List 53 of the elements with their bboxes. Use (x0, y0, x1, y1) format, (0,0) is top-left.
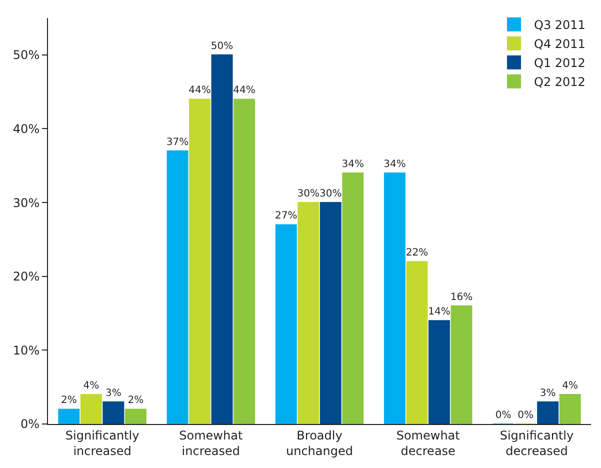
y-tick-label: 10% (12, 343, 40, 358)
bar (537, 401, 559, 424)
bar (342, 172, 364, 424)
legend-label: Q4 2011 (534, 37, 586, 52)
data-label: 4% (562, 380, 578, 392)
data-label: 3% (540, 388, 556, 399)
data-label: 34% (342, 159, 364, 170)
legend-label: Q3 2011 (534, 18, 586, 32)
legend-label: Q2 2012 (534, 75, 586, 90)
data-label: 34% (384, 159, 406, 170)
data-label: 30% (320, 188, 342, 200)
bar (102, 401, 124, 424)
bar (428, 320, 450, 424)
bar (58, 408, 80, 424)
data-label: 2% (60, 395, 77, 406)
y-tick-label: 30% (12, 196, 40, 210)
data-label: 4% (83, 380, 100, 392)
bar (384, 172, 406, 424)
x-tick-label: Significantly decreased (500, 428, 574, 458)
bar (189, 98, 211, 424)
data-label: 14% (428, 306, 450, 318)
data-label: 3% (105, 388, 122, 399)
bar (80, 394, 102, 424)
bar (234, 98, 256, 424)
bar (166, 150, 188, 424)
data-label: 0% (518, 410, 534, 421)
bar (320, 202, 342, 424)
bar (450, 305, 472, 424)
y-tick-label: 40% (12, 122, 40, 136)
legend-label: Q1 2012 (534, 56, 586, 70)
y-tick-label: 20% (12, 270, 40, 284)
x-tick-label: Broadly unchanged (286, 428, 353, 458)
bar (211, 54, 233, 424)
data-label: 27% (274, 210, 298, 222)
bar (124, 408, 146, 424)
data-label: 44% (233, 85, 256, 96)
data-label: 0% (495, 410, 512, 421)
bar (275, 224, 297, 424)
data-label: 50% (210, 40, 234, 52)
data-label: 37% (166, 136, 189, 148)
x-tick-label: Somewhat decrease (396, 428, 460, 458)
x-tick-label: Significantly increased (65, 428, 140, 458)
data-label: 44% (188, 85, 211, 96)
data-label: 30% (297, 188, 320, 200)
bar (406, 261, 428, 424)
bar (559, 394, 581, 424)
y-tick-label: 50% (12, 48, 40, 62)
data-label: 22% (406, 248, 428, 259)
x-tick-label: Somewhat increased (179, 428, 243, 458)
data-label: 16% (450, 292, 473, 303)
bar (298, 202, 320, 424)
y-tick-label: 0% (20, 417, 40, 432)
data-label: 2% (128, 395, 144, 406)
